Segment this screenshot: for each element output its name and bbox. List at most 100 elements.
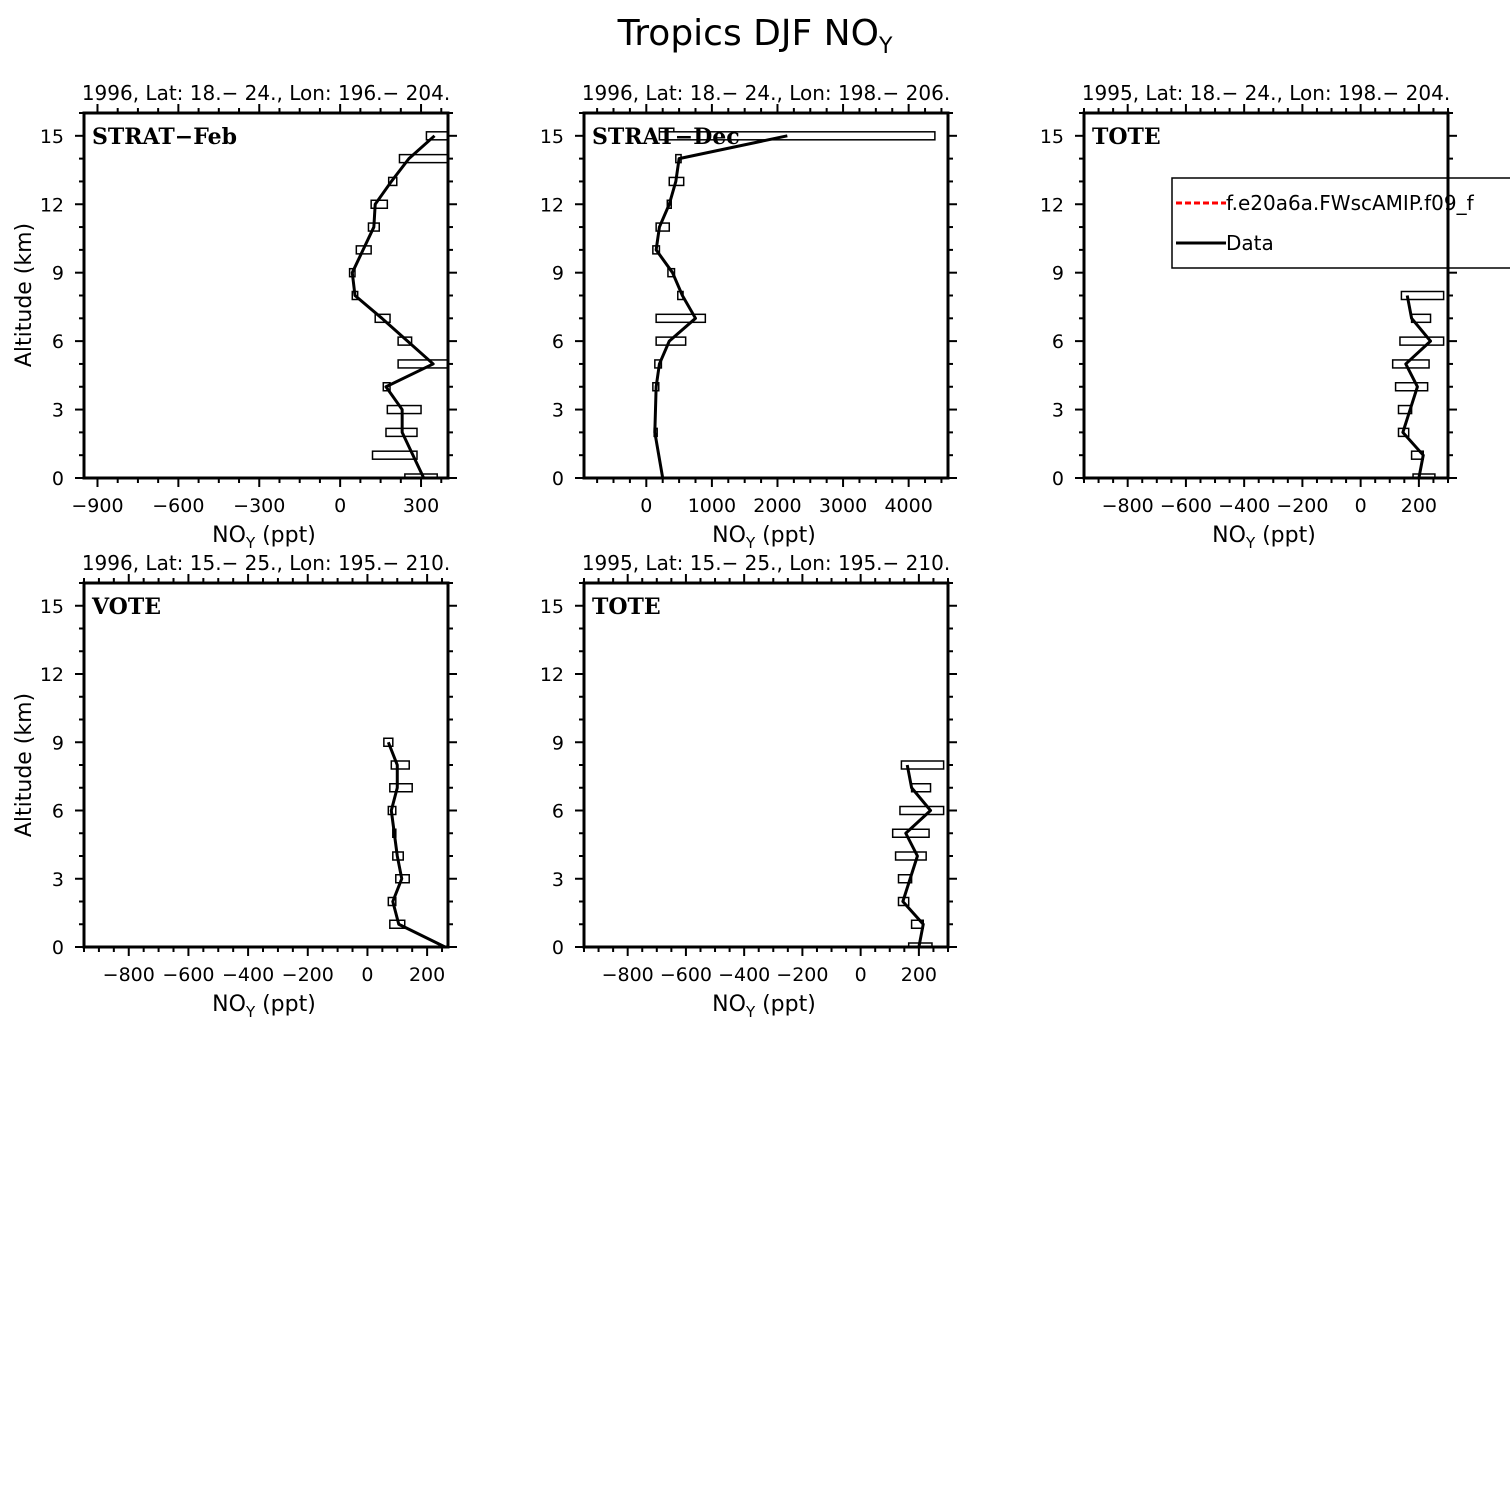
figure-title-main: Tropics DJF NO [617, 13, 879, 54]
x-axis-label-main: NO [212, 992, 246, 1017]
y-tick-label: 12 [1040, 194, 1064, 216]
chart-panel-2: 1996, Lat: 18.− 24., Lon: 198.− 206. 0 100… [540, 81, 957, 552]
y-tick-label: 9 [52, 263, 64, 285]
y-tick-label: 15 [1040, 126, 1064, 148]
y-tick-label: 9 [552, 263, 564, 285]
range-bar [1394, 382, 1429, 392]
y-axis-label: Altitude (km) [12, 223, 37, 367]
range-bar [395, 874, 410, 884]
plot-frame [82, 111, 450, 480]
x-tick-label: 200 [901, 964, 937, 986]
plot-data [348, 131, 448, 478]
range-bar [398, 153, 448, 164]
x-tick-label: 200 [1401, 495, 1437, 517]
plot-data [652, 131, 936, 478]
x-tick-label: −200 [282, 964, 334, 986]
x-axis-label-sub: Y [1245, 534, 1256, 552]
panel-header: 1996, Lat: 15.− 25., Lon: 195.− 210. [82, 551, 450, 575]
y-tick-label: 15 [40, 126, 64, 148]
x-axis-label: NOY (ppt) [212, 523, 316, 552]
y-tick-label: 3 [52, 869, 64, 891]
y-tick-label: 0 [552, 468, 564, 490]
y-tick-label: 15 [540, 126, 564, 148]
x-axis-label: NOY (ppt) [712, 523, 816, 552]
panel-label: TOTE [1092, 124, 1161, 150]
plot-data [383, 737, 446, 947]
x-tick-label: −800 [1102, 495, 1154, 517]
chart-panel-1: 1996, Lat: 18.− 24., Lon: 196.− 204. −900… [12, 81, 457, 552]
x-axis-label-sub: Y [245, 1003, 256, 1021]
panel-header: 1995, Lat: 15.− 25., Lon: 195.− 210. [582, 551, 950, 575]
x-axis-label-main: NO [1212, 523, 1246, 548]
y-tick-label: 12 [40, 664, 64, 686]
x-axis-label-unit: (ppt) [755, 992, 816, 1017]
x-tick-label: −400 [222, 964, 274, 986]
y-tick-label: 3 [552, 869, 564, 891]
panel-label: STRAT−Feb [92, 124, 237, 150]
chart-panel-5: 1995, Lat: 15.− 25., Lon: 195.− 210. −800… [540, 551, 957, 1021]
range-bar [387, 896, 397, 907]
y-axis-label: Altitude (km) [12, 693, 37, 837]
y-tick-label: 0 [52, 468, 64, 490]
x-axis-label-sub: Y [245, 534, 256, 552]
x-tick-label: 200 [409, 964, 445, 986]
y-tick-label: 0 [552, 937, 564, 959]
y-tick-label: 12 [40, 194, 64, 216]
panel-label: VOTE [91, 594, 161, 620]
x-tick-label: 2000 [753, 495, 801, 517]
x-tick-label: −800 [103, 964, 155, 986]
x-axis-label-sub: Y [745, 1003, 756, 1021]
range-bar [389, 783, 413, 793]
data-line [1401, 295, 1433, 478]
range-bar [390, 760, 410, 770]
y-tick-label: 9 [1052, 263, 1064, 285]
x-axis-label-main: NO [212, 523, 246, 548]
panel-label: TOTE [592, 594, 661, 620]
range-bar [655, 336, 687, 346]
x-tick-label: 0 [640, 495, 652, 517]
legend: f.e20a6a.FWscAMIP.f09_f Data [1171, 177, 1510, 269]
x-tick-label: 4000 [884, 495, 932, 517]
y-tick-label: 12 [540, 194, 564, 216]
range-bar [658, 131, 936, 141]
x-tick-label: −400 [718, 964, 770, 986]
y-tick-label: 9 [52, 732, 64, 754]
x-tick-label: −600 [162, 964, 214, 986]
y-tick-label: 6 [52, 801, 64, 823]
y-tick-label: 3 [552, 400, 564, 422]
x-axis-label-unit: (ppt) [755, 523, 816, 548]
x-tick-label: 0 [855, 964, 867, 986]
x-tick-label: −300 [233, 495, 285, 517]
x-axis-label: NOY (ppt) [1212, 523, 1316, 552]
data-line [386, 741, 446, 947]
x-tick-label: 0 [334, 495, 346, 517]
x-axis-label-main: NO [712, 992, 746, 1017]
range-bar [1412, 473, 1436, 478]
panel-label: STRAT−Dec [592, 124, 740, 150]
x-axis-label-unit: (ppt) [1255, 523, 1316, 548]
range-bar [371, 450, 418, 460]
y-tick-label: 3 [52, 400, 64, 422]
x-tick-label: −200 [1276, 495, 1328, 517]
y-tick-label: 6 [552, 801, 564, 823]
figure-title: Tropics DJF NOY [617, 13, 893, 59]
panels: 1996, Lat: 18.− 24., Lon: 196.− 204. −900… [12, 81, 1510, 1021]
plot-frame [82, 581, 450, 949]
y-tick-label: 9 [552, 732, 564, 754]
figure-title-sub: Y [878, 34, 893, 59]
range-bar [899, 805, 945, 816]
x-tick-label: 300 [403, 495, 439, 517]
legend-label-1: f.e20a6a.FWscAMIP.f09_f [1226, 191, 1475, 215]
plot-data [1391, 290, 1445, 478]
x-tick-label: −800 [602, 964, 654, 986]
range-bar [382, 382, 391, 392]
x-tick-label: −400 [1218, 495, 1270, 517]
range-bar [386, 404, 422, 415]
x-axis-label-unit: (ppt) [255, 523, 316, 548]
x-axis-label-main: NO [712, 523, 746, 548]
range-bar [894, 851, 927, 861]
x-tick-label: −600 [660, 964, 712, 986]
x-tick-label: −200 [776, 964, 828, 986]
panel-header: 1995, Lat: 18.− 24., Lon: 198.− 204. [1082, 81, 1450, 105]
